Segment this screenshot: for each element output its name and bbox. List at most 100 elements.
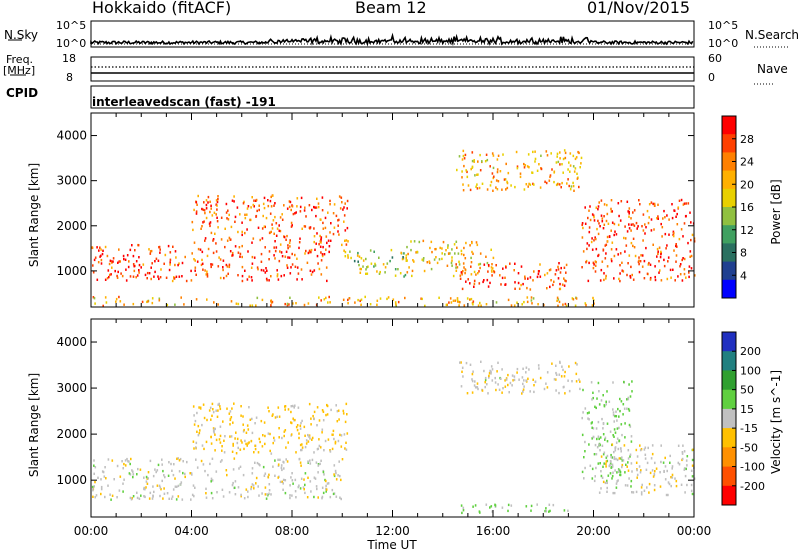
data-cell <box>552 503 555 507</box>
data-cell <box>596 397 598 400</box>
data-cell <box>215 242 217 245</box>
data-cell <box>281 436 283 440</box>
data-cell <box>195 210 198 213</box>
data-cell <box>215 409 217 412</box>
data-cell <box>487 264 490 267</box>
data-cell <box>507 383 509 387</box>
data-cell <box>633 209 636 212</box>
data-cell <box>321 486 324 489</box>
data-cell <box>477 272 479 275</box>
data-cell <box>239 448 242 451</box>
data-cell <box>656 255 658 258</box>
data-cell <box>343 433 346 436</box>
data-cell <box>631 390 633 393</box>
data-cell <box>229 417 232 421</box>
data-cell <box>534 160 536 163</box>
data-cell <box>621 261 623 264</box>
data-cell <box>120 272 122 275</box>
data-cell <box>251 255 254 259</box>
data-cell <box>613 456 616 459</box>
data-cell <box>325 490 327 493</box>
data-cell <box>169 263 171 266</box>
data-cell <box>174 263 176 267</box>
data-cell <box>308 402 311 406</box>
data-cell <box>240 439 242 442</box>
data-cell <box>283 430 286 433</box>
data-cell <box>378 256 380 259</box>
data-cell <box>243 428 245 432</box>
data-cell <box>623 380 625 384</box>
data-cell <box>131 469 133 472</box>
data-cell <box>619 473 622 477</box>
data-cell <box>313 240 315 244</box>
data-cell <box>627 262 629 265</box>
data-cell <box>273 439 276 442</box>
data-cell <box>261 298 264 302</box>
data-cell <box>279 216 282 219</box>
data-cell <box>591 213 594 216</box>
data-cell <box>328 295 330 299</box>
data-cell <box>331 488 334 492</box>
data-cell <box>679 265 681 268</box>
data-cell <box>431 250 433 254</box>
data-cell <box>584 206 586 209</box>
data-cell <box>319 234 321 238</box>
data-cell <box>270 452 273 455</box>
power-colorbar-swatch <box>722 225 736 244</box>
data-cell <box>93 459 95 462</box>
data-cell <box>210 207 212 210</box>
data-cell <box>275 234 278 237</box>
data-cell <box>631 491 633 494</box>
data-cell <box>532 150 534 154</box>
data-cell <box>305 215 307 218</box>
data-cell <box>212 251 215 255</box>
data-cell <box>592 296 594 300</box>
data-cell <box>586 247 588 251</box>
data-cell <box>251 196 253 199</box>
data-cell <box>584 302 587 305</box>
data-cell <box>644 232 646 235</box>
data-cell <box>224 227 226 230</box>
power-colorbar-swatch <box>722 279 736 299</box>
data-cell <box>270 493 272 496</box>
data-cell <box>463 304 466 307</box>
data-cell <box>307 440 310 443</box>
data-cell <box>268 483 271 486</box>
data-cell <box>504 276 506 279</box>
data-cell <box>271 414 274 417</box>
data-cell <box>299 461 302 464</box>
data-cell <box>233 457 236 460</box>
data-cell <box>492 256 495 260</box>
data-cell <box>465 241 467 245</box>
data-cell <box>263 225 266 228</box>
data-cell <box>649 276 652 280</box>
data-cell <box>573 189 575 192</box>
data-cell <box>626 200 629 203</box>
data-cell <box>258 204 260 207</box>
data-cell <box>601 476 604 479</box>
data-cell <box>484 160 487 163</box>
data-cell <box>619 469 621 472</box>
data-cell <box>233 195 235 198</box>
data-cell <box>458 260 460 263</box>
data-cell <box>203 416 206 420</box>
data-cell <box>307 476 309 479</box>
data-cell <box>101 252 104 256</box>
data-cell <box>606 212 609 216</box>
data-cell <box>619 264 621 267</box>
data-cell <box>241 230 243 234</box>
data-cell <box>545 507 547 510</box>
data-cell <box>651 469 654 472</box>
data-cell <box>313 205 315 209</box>
data-cell <box>513 304 516 307</box>
data-cell <box>652 475 655 478</box>
data-cell <box>169 261 171 264</box>
data-cell <box>359 267 361 271</box>
data-cell <box>273 232 275 235</box>
nsearch-bottom-tick: 10^0 <box>708 37 739 50</box>
data-cell <box>574 167 577 170</box>
data-cell <box>248 406 250 409</box>
data-cell <box>599 225 601 228</box>
data-cell <box>277 476 279 479</box>
data-cell <box>574 304 577 307</box>
